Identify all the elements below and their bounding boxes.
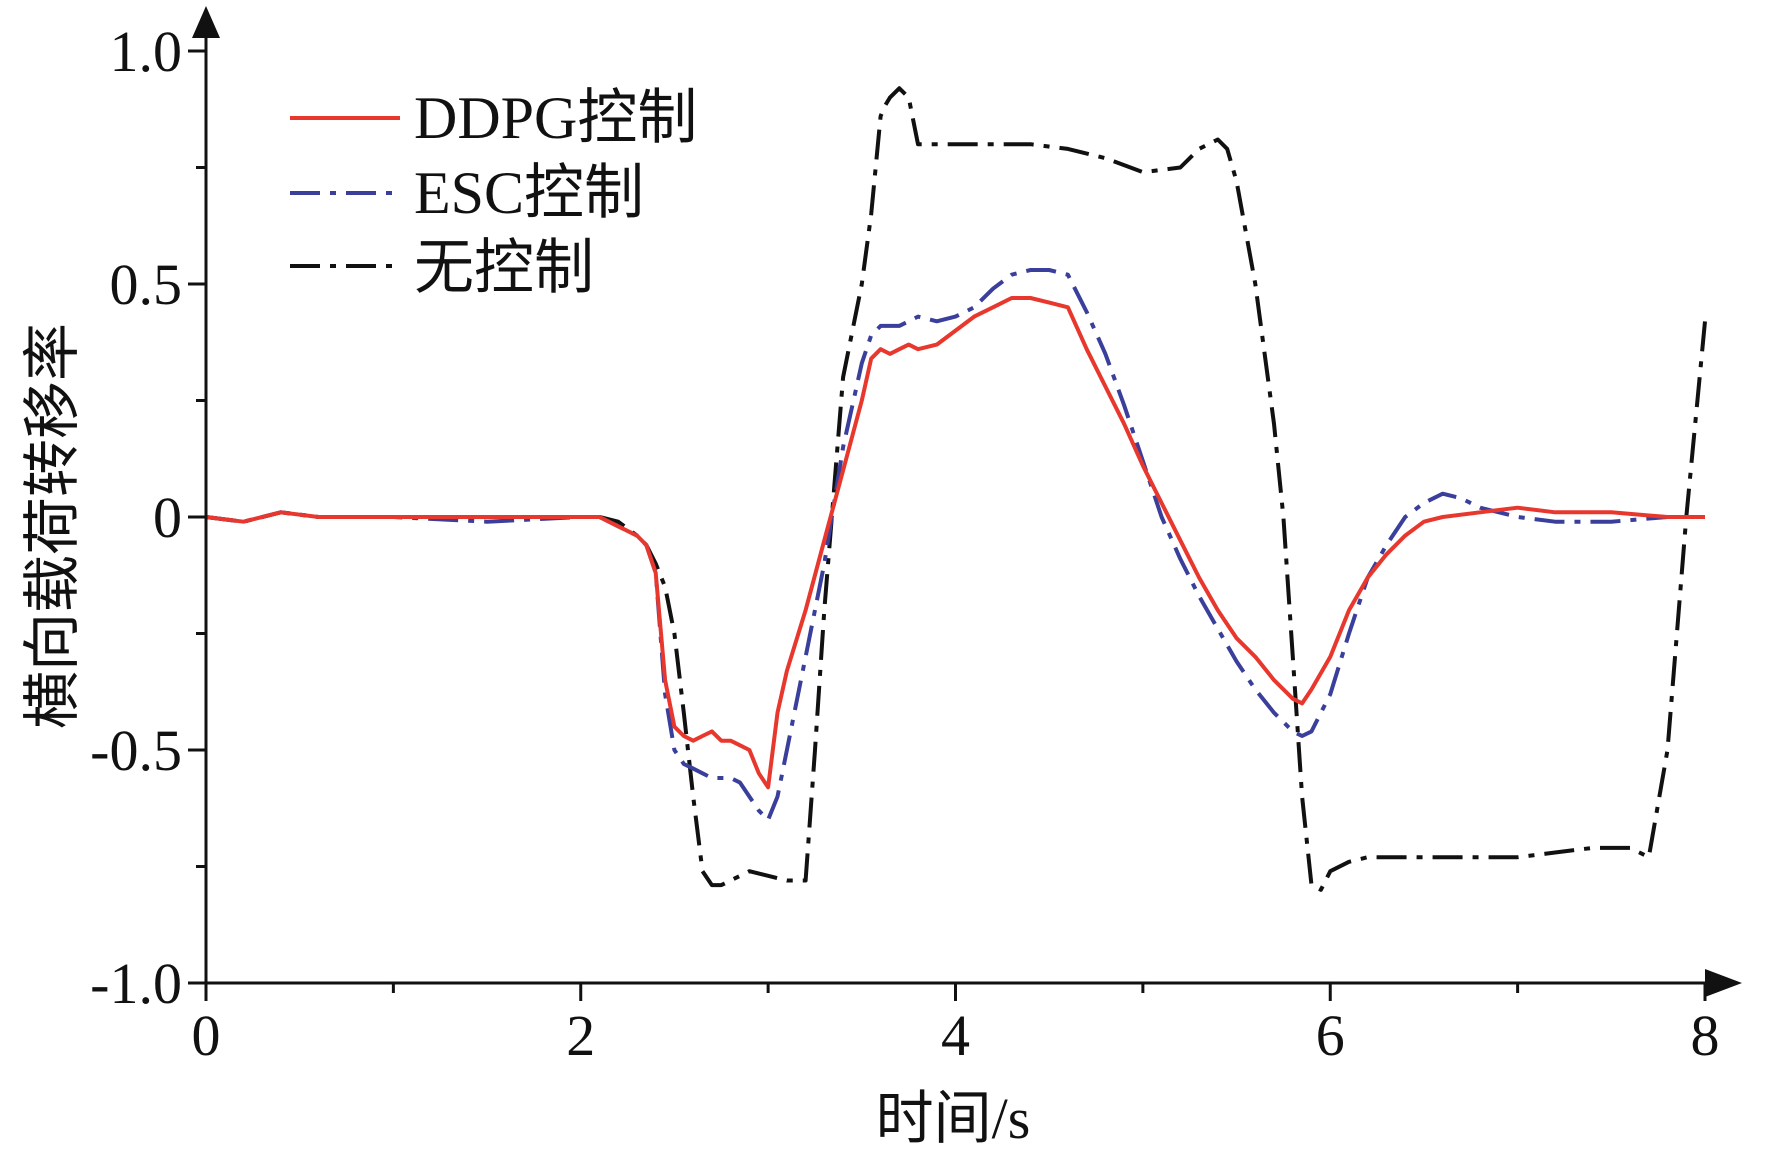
y-tick-label: -1.0 bbox=[90, 951, 182, 1016]
x-tick-label: 0 bbox=[192, 1003, 221, 1068]
x-tick-label: 6 bbox=[1316, 1003, 1345, 1068]
y-tick-label: 1.0 bbox=[110, 19, 183, 84]
y-tick-label: 0 bbox=[153, 485, 182, 550]
y-axis-arrow bbox=[192, 6, 220, 38]
y-tick-label: -0.5 bbox=[90, 718, 182, 783]
series-line-0 bbox=[205, 296, 1705, 790]
x-axis-arrow bbox=[1705, 969, 1742, 997]
series-line-2 bbox=[205, 86, 1707, 892]
legend-label-esc: ESC控制 bbox=[414, 160, 644, 226]
legend-label-ddpg: DDPG控制 bbox=[414, 85, 697, 151]
x-ticks: 0 2 4 6 8 bbox=[192, 983, 1720, 1068]
series-line-1 bbox=[205, 268, 1705, 822]
legend-label-none: 无控制 bbox=[414, 235, 594, 301]
legend: DDPG控制 ESC控制 无控制 bbox=[290, 85, 697, 301]
x-tick-label: 4 bbox=[941, 1003, 970, 1068]
y-axis-title: 横向载荷转移率 bbox=[20, 323, 85, 729]
plot-lines bbox=[205, 86, 1707, 892]
y-ticks: -1.0 -0.5 0 0.5 1.0 bbox=[90, 19, 206, 1016]
y-tick-label: 0.5 bbox=[110, 252, 183, 317]
x-axis-title: 时间/s bbox=[876, 1086, 1031, 1151]
x-tick-label: 2 bbox=[566, 1003, 595, 1068]
x-tick-label: 8 bbox=[1691, 1003, 1720, 1068]
axes: 0 2 4 6 8 -1.0 -0.5 0 0.5 1.0 bbox=[90, 6, 1742, 1068]
